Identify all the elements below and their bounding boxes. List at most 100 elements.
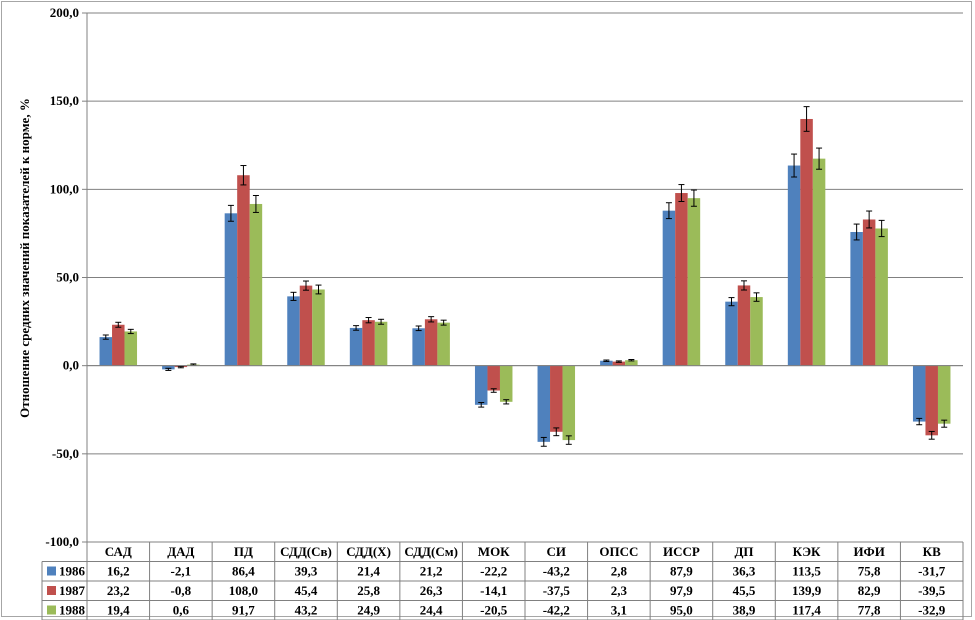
table-value: 24,9 <box>357 603 380 618</box>
table-value: 2,8 <box>611 564 628 579</box>
bar-1987-МОК <box>487 365 500 391</box>
bar-1986-ДП <box>725 301 738 366</box>
bar-1986-ИССР <box>662 210 676 366</box>
table-value: 19,4 <box>107 603 130 618</box>
table-value: 25,8 <box>357 583 380 598</box>
table-value: 87,9 <box>670 564 693 579</box>
bar-1988-ПД <box>249 203 263 366</box>
bar-1988-СДД(Св) <box>312 289 325 366</box>
bar-1987-КЭК <box>800 118 813 366</box>
bar-1986-КЭК <box>787 165 801 366</box>
data-table: САД ДАД ПД СДД(Св) СДД(Х) СДД(См) МОК СИ ОПСС ИСС… <box>41 542 964 620</box>
category-label: ДАД <box>167 544 194 559</box>
bar-1986-ДАД <box>162 365 175 370</box>
table-value: 117,4 <box>792 603 821 618</box>
legend-label-1987: 1987 <box>59 583 86 598</box>
table-value: 91,7 <box>232 603 255 618</box>
bar-1988-КЭК <box>812 158 826 366</box>
bar-1986-СДД(Св) <box>287 296 300 366</box>
legend-key-1988 <box>47 605 56 615</box>
bar-1986-САД <box>99 337 113 366</box>
table-value: -42,2 <box>543 603 570 618</box>
error-bars <box>102 106 948 447</box>
bar-1986-ИФИ <box>850 232 863 366</box>
category-label: СДД(Св) <box>280 544 332 559</box>
bar-1986-ПД <box>224 213 238 366</box>
legend-key-1987 <box>47 586 56 595</box>
table-value: 21,4 <box>357 564 380 579</box>
category-label: САД <box>105 544 132 559</box>
y-tick-labels: 200,0 150,0 100,0 50,0 0,0 -50,0 -100,0 <box>45 5 79 549</box>
table-value: 16,2 <box>107 564 130 579</box>
y-tick-label: 200,0 <box>50 5 79 20</box>
bar-1987-КВ <box>925 365 938 436</box>
bar-1987-СИ <box>550 365 563 432</box>
bar-1987-САД <box>112 324 125 366</box>
table-value: 3,1 <box>611 603 627 618</box>
table-value: 36,3 <box>733 564 756 579</box>
bar-1986-КВ <box>912 365 926 422</box>
bar-1988-ДП <box>750 297 763 366</box>
table-value: 45,4 <box>295 583 318 598</box>
category-label: СДД(См) <box>404 544 458 559</box>
table-value: -0,8 <box>171 583 192 598</box>
legend-label-1986: 1986 <box>59 564 86 579</box>
category-label: КЭК <box>793 544 821 559</box>
y-tick-label: 100,0 <box>50 181 79 196</box>
bar-1987-СДД(Х) <box>362 320 375 366</box>
table-value: -32,9 <box>918 603 946 618</box>
bar-1987-ОПСС <box>612 361 626 366</box>
y-tick-label: 0,0 <box>63 358 79 373</box>
table-value: -14,1 <box>480 583 507 598</box>
table-value: 75,8 <box>858 564 881 579</box>
category-label: ДП <box>734 544 753 559</box>
y-tick-label: 50,0 <box>56 270 79 285</box>
bar-1988-СДД(Х) <box>374 321 388 366</box>
bar-1988-СИ <box>562 365 576 441</box>
bar-1986-СИ <box>537 365 551 442</box>
axes <box>82 12 963 543</box>
table-value: -2,1 <box>171 564 192 579</box>
bar-1987-ИФИ <box>862 219 876 366</box>
table-value: 2,3 <box>611 583 628 598</box>
category-label: ОПСС <box>599 544 638 559</box>
legend-label-1988: 1988 <box>59 603 86 618</box>
bar-1987-ИССР <box>675 193 688 366</box>
table-value: 26,3 <box>420 583 443 598</box>
bar-1988-МОК <box>499 365 513 402</box>
table-value: 108,0 <box>229 583 258 598</box>
bar-1988-ОПСС <box>625 360 638 366</box>
bar-1988-ИССР <box>687 198 701 366</box>
bar-1987-СДД(Св) <box>299 285 313 366</box>
bar-1986-ОПСС <box>600 360 613 366</box>
bar-1987-СДД(См) <box>424 319 438 366</box>
y-tick-label: -100,0 <box>45 534 79 549</box>
bar-1986-СДД(См) <box>412 328 425 366</box>
bar-1986-СДД(Х) <box>349 327 363 366</box>
table-value: 0,6 <box>173 603 190 618</box>
table-value: -39,5 <box>918 583 946 598</box>
bar-1986-МОК <box>474 365 488 405</box>
table-value: 113,5 <box>792 564 821 579</box>
category-label: МОК <box>478 544 510 559</box>
bar-1987-ДП <box>737 285 751 366</box>
table-value: 23,2 <box>107 583 130 598</box>
table-value: -43,2 <box>543 564 570 579</box>
bar-1988-САД <box>124 331 138 366</box>
category-label: КВ <box>923 544 941 559</box>
category-label: ИФИ <box>853 544 884 559</box>
table-value: -22,2 <box>480 564 507 579</box>
table-value: 24,4 <box>420 603 443 618</box>
category-label: СИ <box>547 544 567 559</box>
bar-1988-КВ <box>937 365 951 424</box>
category-label: ПД <box>234 544 253 559</box>
table-value: 139,9 <box>792 583 822 598</box>
table-value: 38,9 <box>733 603 756 618</box>
category-label: СДД(Х) <box>346 544 391 559</box>
gridlines <box>87 12 963 543</box>
bar-1987-ПД <box>237 175 250 366</box>
table-value: 82,9 <box>858 583 881 598</box>
table-value: 77,8 <box>858 603 881 618</box>
